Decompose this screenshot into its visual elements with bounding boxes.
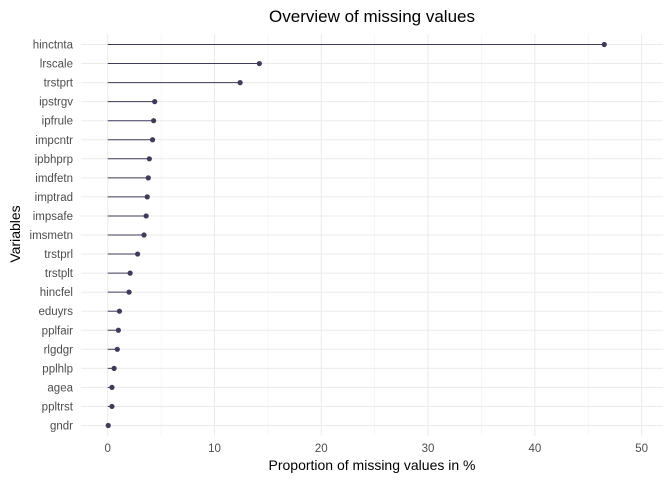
- lollipop-point: [149, 137, 156, 143]
- y-tick-label: ppltrst: [42, 401, 74, 413]
- lollipop-point: [134, 251, 141, 257]
- y-tick-label: imdfetn: [35, 173, 73, 185]
- x-tick-label: 50: [635, 443, 648, 455]
- grid-lines: [81, 34, 663, 436]
- y-tick-label: trstplt: [45, 268, 74, 280]
- y-tick-label: gndr: [50, 421, 73, 433]
- x-tick-label: 30: [422, 443, 435, 455]
- lollipop-point: [105, 422, 111, 429]
- y-tick-label: impsafe: [33, 211, 73, 223]
- y-tick-label: pplhlp: [42, 363, 73, 375]
- lollipop-point: [152, 99, 158, 105]
- y-tick-label: hincfel: [40, 287, 73, 299]
- lollipop-point: [143, 213, 149, 219]
- y-tick-label: eduyrs: [38, 306, 73, 318]
- x-axis-title: Proportion of missing values in %: [269, 457, 476, 473]
- y-tick-label: hinctnta: [33, 40, 74, 52]
- y-tick-label: impcntr: [35, 135, 73, 147]
- lollipop-point: [114, 346, 120, 352]
- y-tick-label: trstprt: [44, 78, 74, 90]
- y-tick-label: ipstrgv: [39, 97, 73, 109]
- tick-labels: 0 10 20 30 40 50 hinctnta lrscale trstprt ipstrgv…: [30, 40, 648, 456]
- y-tick-label: rlgdgr: [44, 344, 74, 356]
- y-tick-label: lrscale: [40, 59, 73, 71]
- lollipop-point: [115, 327, 121, 333]
- chart-title: Overview of missing values: [269, 7, 475, 26]
- lollipop-point: [116, 308, 123, 314]
- lollipop-point: [601, 41, 607, 48]
- lollipop-point: [141, 232, 147, 238]
- y-tick-label: agea: [47, 382, 73, 394]
- lollipop-point: [144, 194, 150, 200]
- y-tick-label: ipbhprp: [35, 154, 73, 166]
- x-tick-label: 0: [104, 443, 110, 455]
- data-marks: [105, 41, 607, 429]
- y-tick-label: imptrad: [35, 192, 73, 204]
- lollipop-point: [111, 365, 117, 371]
- x-tick-label: 40: [528, 443, 541, 455]
- lollipop-point: [146, 156, 152, 162]
- y-tick-label: imsmetn: [30, 230, 73, 242]
- y-tick-label: pplfair: [42, 325, 73, 337]
- lollipop-point: [256, 60, 262, 67]
- y-tick-label: ipfrule: [42, 116, 73, 128]
- y-tick-label: trstprl: [44, 249, 73, 261]
- x-tick-label: 20: [315, 443, 328, 455]
- lollipop-point: [109, 403, 115, 410]
- lollipop-point: [145, 175, 151, 181]
- lollipop-point: [127, 270, 133, 276]
- lollipop-point: [237, 80, 243, 86]
- lollipop-point: [126, 289, 132, 295]
- x-tick-label: 10: [208, 443, 221, 455]
- y-axis-title: Variables: [7, 205, 23, 262]
- lollipop-point: [151, 118, 157, 124]
- lollipop-point: [109, 384, 115, 390]
